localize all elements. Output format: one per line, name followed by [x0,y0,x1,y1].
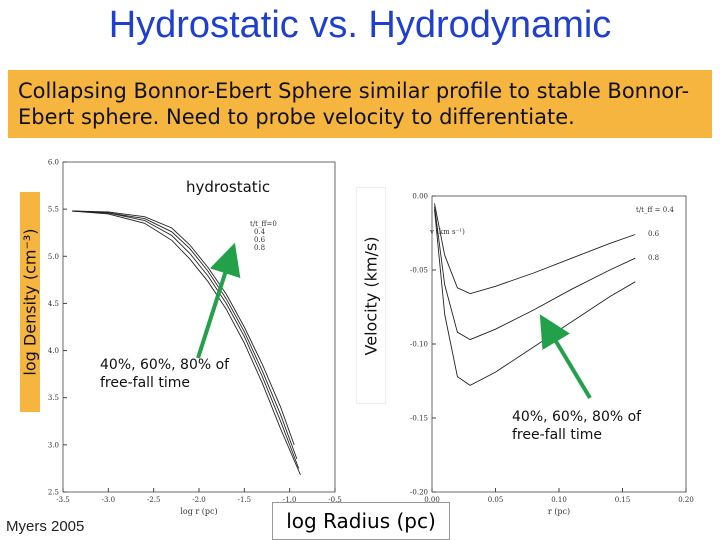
legend-entry: 0.8 [648,254,659,262]
x-tick-label: -2.0 [192,496,206,504]
x-tick-label: -1.0 [283,496,297,504]
series-line-0-4 [434,203,636,295]
x-tick-label: 0.05 [488,496,504,504]
y-tick-label: 4.0 [48,347,59,355]
x-axis-label: log r (pc) [180,507,217,516]
y-tick-label: 5.0 [48,253,59,261]
summary-banner: Collapsing Bonnor-Ebert Sphere similar p… [8,70,712,138]
series-line-0-8 [434,209,636,386]
legend-title: t/t_ff=0 [250,220,277,228]
y-tick-label: 3.5 [48,394,59,402]
series-line-0-6 [72,210,300,469]
series-line-0-6 [434,206,636,341]
x-axis-label-box: log Radius (pc) [272,502,450,540]
right-arrow [539,314,592,400]
left-y-axis-label: log Density (cm⁻³) [20,228,40,376]
y-tick-label: 5.5 [48,206,59,214]
left-annotation: 40%, 60%, 80% of free-fall time [100,357,230,391]
y-tick-label: 6.0 [48,159,59,167]
x-tick-label: 0.10 [551,496,567,504]
series-line-0 [72,210,295,446]
y-tick-label: 3.0 [48,441,59,449]
left-y-axis-label-box: log Density (cm⁻³) [20,192,40,412]
x-tick-label: 0.20 [678,496,694,504]
slide-title: Hydrostatic vs. Hydrodynamic [108,4,612,46]
right-y-axis-label-box: Velocity (km/s) [356,187,386,404]
y-tick-label: 2.5 [48,489,59,497]
legend-entry: 0.6 [648,230,660,238]
right-velocity-plot: 0.00 0.05 0.10 0.15 0.20 0.00 -0.05 -0.10 -0.15 -… [410,193,694,517]
x-tick-label: 0.00 [424,496,440,504]
legend-title: t/t_ff = 0.4 [636,206,674,214]
citation: Myers 2005 [6,518,85,535]
y-axis-label: v (km s⁻¹) [429,228,465,236]
right-y-axis-label: Velocity (km/s) [361,236,381,355]
legend-entry: 0.8 [254,244,265,252]
hydrostatic-label: hydrostatic [186,178,271,196]
x-tick-label: -1.5 [238,496,252,504]
left-arrow [196,242,241,359]
x-tick-label: -0.5 [328,496,342,504]
x-tick-label: -3.0 [102,496,116,504]
x-tick-label: -2.5 [147,496,161,504]
legend-entry: 0.4 [254,228,266,236]
x-tick-label: 0.15 [615,496,631,504]
y-tick-label: 0.00 [412,193,428,201]
x-axis-label: r (pc) [548,507,570,516]
y-tick-label: -0.05 [410,267,428,275]
y-tick-label: 4.5 [48,300,59,308]
x-tick-label: -3.5 [56,496,70,504]
left-density-plot: -3.5 -3.0 -2.5 -2.0 -1.5 -1.0 -0.5 2.5 3.0 3.5 4.0… [48,159,342,517]
series-line-0-4 [72,210,298,460]
legend-entry: 0.6 [254,236,266,244]
right-annotation: 40%, 60%, 80% of free-fall time [512,409,642,443]
series-line-0-8 [72,210,301,476]
y-tick-label: -0.20 [410,489,428,497]
y-tick-label: -0.15 [410,415,428,423]
y-tick-label: -0.10 [410,341,428,349]
